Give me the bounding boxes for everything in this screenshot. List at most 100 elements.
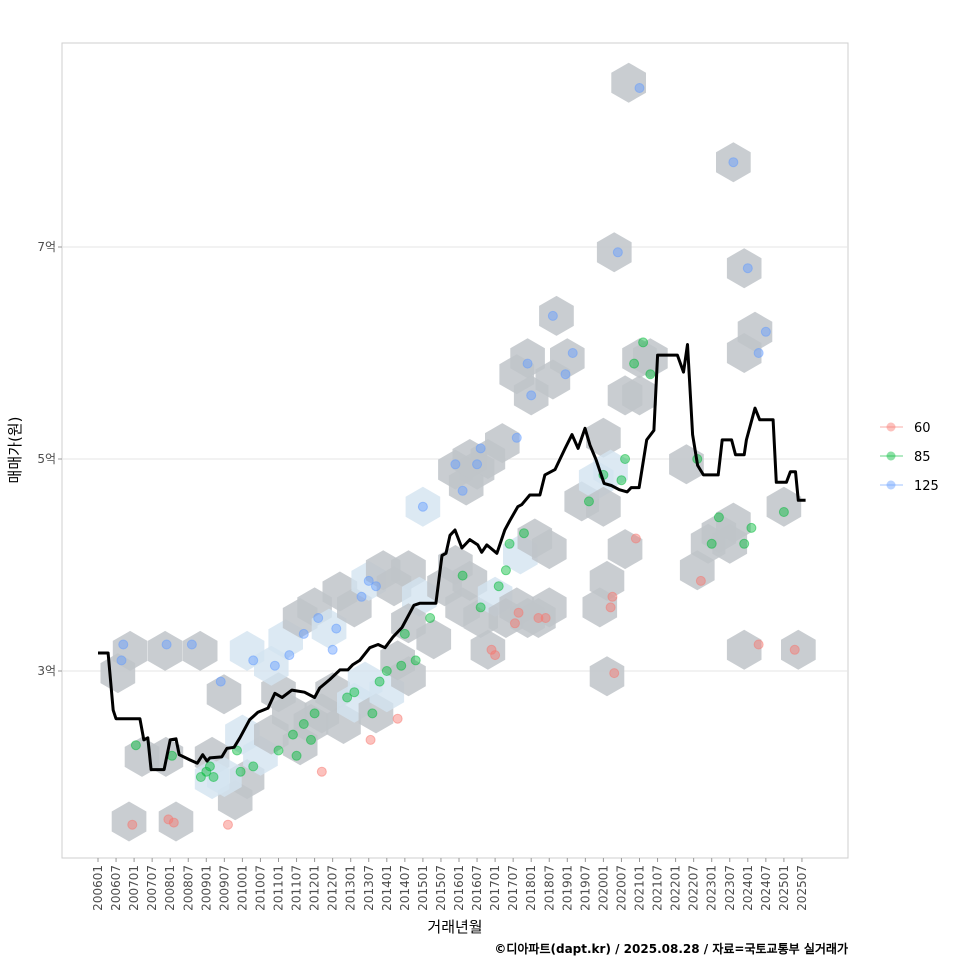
point-size-125: [370, 581, 381, 592]
hexbin: [726, 629, 762, 670]
point-size-85: [616, 475, 627, 486]
legend-key-point: [886, 451, 896, 461]
point-size-85: [518, 528, 529, 539]
hexbin: [206, 674, 242, 715]
x-tick-label: 201901: [560, 865, 574, 911]
point-size-125: [248, 655, 259, 666]
point-size-125: [331, 623, 342, 634]
point-size-125: [118, 639, 129, 650]
x-tick-label: 202407: [759, 865, 773, 911]
x-tick-label: 201807: [542, 865, 556, 911]
point-size-60: [513, 607, 524, 618]
hexbin: [607, 529, 643, 570]
point-size-60: [540, 613, 551, 623]
x-tick-label: 200807: [181, 865, 195, 911]
x-tick-label: 200601: [91, 865, 105, 911]
x-tick-label: 202301: [705, 865, 719, 911]
point-size-125: [522, 358, 533, 369]
point-size-85: [706, 538, 717, 549]
x-tick-label: 201701: [488, 865, 502, 911]
hexbin: [589, 656, 625, 697]
legend-key-point: [886, 480, 896, 490]
hexbin: [405, 486, 441, 527]
point-size-125: [547, 310, 558, 321]
point-size-60: [753, 639, 764, 650]
x-tick-label: 201107: [290, 865, 304, 911]
hexbin: [510, 338, 545, 379]
point-size-125: [511, 432, 522, 443]
x-tick-label: 201101: [272, 865, 286, 911]
hexbin: [485, 423, 520, 464]
hexbin: [158, 801, 194, 842]
hexbin: [716, 142, 751, 183]
median-line-layer: [98, 343, 806, 772]
x-tick-label: 202107: [651, 865, 665, 911]
point-size-60: [630, 533, 641, 544]
x-tick-label: 202401: [741, 865, 755, 911]
hexbin: [737, 311, 773, 352]
x-tick-label: 200701: [127, 865, 141, 911]
x-tick-label: 201907: [578, 865, 592, 911]
y-tick-label: 3억: [37, 664, 56, 678]
x-tick-label: 201801: [524, 865, 538, 911]
point-size-85: [130, 740, 141, 751]
hexbin: [539, 295, 574, 336]
point-size-85: [425, 613, 436, 623]
point-size-125: [363, 575, 374, 586]
hexbin: [147, 630, 183, 671]
point-size-60: [695, 575, 706, 586]
point-size-60: [789, 644, 800, 655]
hexbin: [586, 486, 621, 527]
point-size-85: [638, 337, 649, 348]
hexbin: [633, 338, 668, 379]
point-size-85: [396, 660, 407, 671]
point-size-60: [509, 618, 520, 629]
point-size-85: [291, 750, 302, 761]
point-size-125: [634, 83, 645, 93]
x-tick-label: 201301: [344, 865, 358, 911]
x-tick-label: 201601: [452, 865, 466, 911]
x-tick-label: 201501: [416, 865, 430, 911]
x-tick-label: 200607: [109, 865, 123, 911]
point-size-85: [208, 772, 219, 782]
y-tick-label: 5억: [37, 452, 56, 466]
x-tick-label: 201607: [470, 865, 484, 911]
x-tick-label: 202101: [633, 865, 647, 911]
hexbin: [311, 608, 347, 649]
point-size-125: [475, 443, 486, 454]
x-tick-label: 201207: [326, 865, 340, 911]
point-size-85: [374, 676, 385, 687]
x-axis-title: 거래년월: [427, 918, 482, 936]
point-size-85: [381, 666, 392, 676]
x-tick-label: 201401: [380, 865, 394, 911]
hexbin: [112, 630, 148, 671]
point-size-125: [269, 660, 280, 671]
point-size-85: [235, 766, 246, 777]
legend-label: 60: [914, 421, 931, 436]
legend-label: 125: [914, 479, 939, 494]
point-size-85: [287, 729, 298, 740]
point-size-85: [273, 745, 284, 756]
point-size-60: [127, 819, 138, 830]
point-size-125: [760, 326, 771, 337]
hexbin: [550, 338, 585, 379]
point-size-60: [533, 613, 544, 623]
y-axis-title: 매매가(원): [6, 417, 24, 484]
x-tick-label: 201707: [506, 865, 520, 911]
caption: ©디아파트(dapt.kr) / 2025.08.28 / 자료=국토교통부 실…: [494, 941, 848, 956]
point-size-85: [620, 454, 631, 464]
point-size-85: [204, 761, 215, 772]
points-layer: [116, 83, 800, 830]
point-size-125: [313, 613, 324, 623]
point-size-60: [168, 817, 179, 828]
hexbin: [726, 248, 762, 289]
point-size-125: [742, 263, 753, 274]
hexbin-layer: [100, 62, 816, 842]
y-axis: 3억 5억 7억: [37, 240, 62, 678]
x-tick-label: 202201: [669, 865, 683, 911]
point-size-125: [417, 501, 428, 512]
point-size-125: [457, 485, 468, 496]
point-size-85: [504, 538, 515, 549]
point-size-85: [629, 358, 640, 369]
point-size-85: [746, 522, 757, 533]
